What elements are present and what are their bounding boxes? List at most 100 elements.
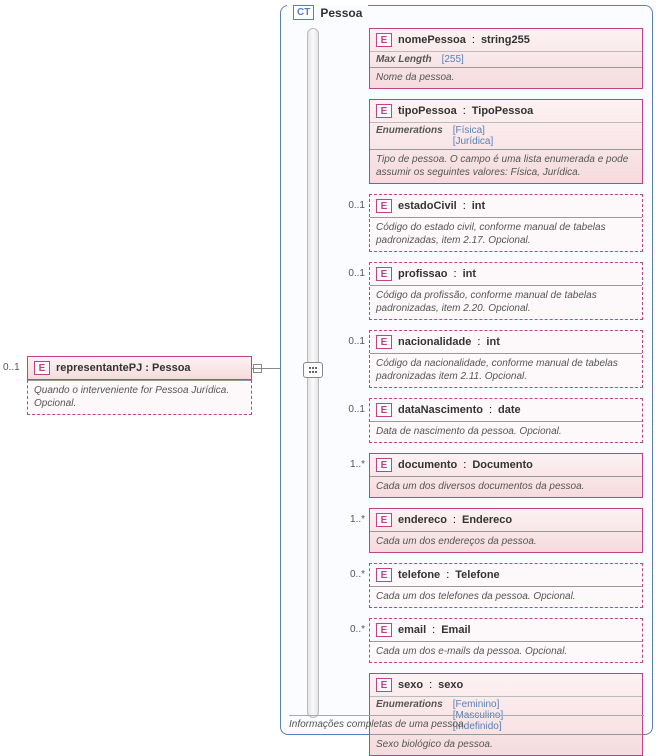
root-element-card: E representantePJ : Pessoa Quando o inte… [27,356,252,415]
type-separator: : [477,336,480,348]
complex-type-header: CT Pessoa [287,5,368,20]
element-header: EtipoPessoa : TipoPessoa [370,100,642,122]
element-badge-icon: E [376,568,392,582]
element-name: tipoPessoa [398,105,457,117]
element-cardinality: 1..* [343,508,365,525]
element-description: Data de nascimento da pessoa. Opcional. [370,421,642,442]
type-separator: : [472,34,475,46]
connector-line [252,368,280,369]
element-card: EtipoPessoa : TipoPessoaEnumerations[Fís… [369,99,643,184]
element-card: Enacionalidade : intCódigo da nacionalid… [369,330,643,388]
meta-label: Max Length [376,54,432,65]
element-badge-icon: E [376,458,392,472]
type-separator: : [446,569,449,581]
element-badge-icon: E [376,199,392,213]
element-name: dataNascimento [398,404,483,416]
element-cardinality [343,673,365,679]
element-meta: Max Length [255] [370,51,642,67]
element-row: 0..1 EdataNascimento : dateData de nascim… [343,398,643,443]
element-name: telefone [398,569,440,581]
element-badge-icon: E [376,104,392,118]
element-description: Cada um dos e-mails da pessoa. Opcional. [370,641,642,662]
element-description: Tipo de pessoa. O campo é uma lista enum… [370,149,642,183]
element-description: Código da nacionalidade, conforme manual… [370,353,642,387]
element-cardinality: 0..1 [343,194,365,211]
element-header: Eendereco : Endereco [370,509,642,531]
element-type: sexo [438,679,463,691]
element-header: EdataNascimento : date [370,399,642,421]
complex-type-name: Pessoa [320,6,362,20]
element-cardinality: 1..* [343,453,365,470]
element-type: int [472,200,485,212]
root-description: Quando o interveniente for Pessoa Jurídi… [28,380,251,414]
element-row: EnomePessoa : string255 Max Length [255] No… [343,28,643,89]
element-description: Nome da pessoa. [370,67,642,88]
ct-badge-icon: CT [293,5,314,20]
element-card: EestadoCivil : intCódigo do estado civil… [369,194,643,252]
element-header: EestadoCivil : int [370,195,642,217]
element-badge-icon: E [376,513,392,527]
type-separator: : [453,514,456,526]
element-badge-icon: E [376,267,392,281]
element-cardinality: 0..* [343,563,365,580]
element-header: Eprofissao : int [370,263,642,285]
element-name: profissao [398,268,448,280]
element-description: Código da profissão, conforme manual de … [370,285,642,319]
element-badge-icon: E [376,33,392,47]
root-desc-wrap: Quando o interveniente for Pessoa Jurídi… [27,380,252,415]
sequence-icon [303,362,323,378]
element-header: Etelefone : Telefone [370,564,642,586]
elements-list: EnomePessoa : string255 Max Length [255] No… [343,28,643,756]
element-card: Edocumento : DocumentoCada um dos divers… [369,453,643,498]
element-name: email [398,624,426,636]
enum-value: [Jurídica] [453,136,494,147]
element-name: estadoCivil [398,200,457,212]
element-type: string255 [481,34,530,46]
enum-value: [Feminino] [453,699,504,710]
root-element-header: E representantePJ : Pessoa [27,356,252,380]
element-type: TipoPessoa [472,105,534,117]
element-type: date [498,404,521,416]
type-separator: : [463,459,466,471]
element-name: nomePessoa [398,34,466,46]
element-badge-icon: E [376,335,392,349]
type-separator: : [432,624,435,636]
type-separator: : [463,105,466,117]
element-header: EnomePessoa : string255 [370,29,642,51]
root-type-text: Pessoa [152,362,191,374]
element-card: Eemail : EmailCada um dos e-mails da pes… [369,618,643,663]
type-separator: : [145,362,152,374]
element-row: 0..*Eemail : EmailCada um dos e-mails da… [343,618,643,663]
element-header: Eemail : Email [370,619,642,641]
complex-type-footer: Informações completas de uma pessoa. [289,715,644,730]
element-cardinality: 0..1 [343,398,365,415]
element-row: 0..1EestadoCivil : intCódigo do estado c… [343,194,643,252]
complex-type-container: CT Pessoa EnomePessoa : string255Max Len… [280,5,653,735]
element-name: documento [398,459,457,471]
type-separator: : [454,268,457,280]
enum-values: [Física][Jurídica] [453,125,494,147]
element-card: EnomePessoa : string255 Max Length [255] No… [369,28,643,89]
element-description: Cada um dos endereços da pessoa. [370,531,642,552]
element-type: Documento [472,459,533,471]
element-card: Eendereco : EnderecoCada um dos endereço… [369,508,643,553]
element-row: EtipoPessoa : TipoPessoaEnumerations[Fís… [343,99,643,184]
element-name: nacionalidade [398,336,471,348]
element-name: endereco [398,514,447,526]
element-type: int [463,268,476,280]
element-meta: Enumerations[Física][Jurídica] [370,122,642,149]
root-element-name: representantePJ : Pessoa [56,362,191,374]
element-badge-icon: E [376,623,392,637]
element-type: Endereco [462,514,512,526]
element-row: 0..*Etelefone : TelefoneCada um dos tele… [343,563,643,608]
element-header: Esexo : sexo [370,674,642,696]
type-separator: : [463,200,466,212]
element-row: 0..1Eprofissao : intCódigo da profissão,… [343,262,643,320]
element-row: 1..*Edocumento : DocumentoCada um dos di… [343,453,643,498]
element-type: Telefone [455,569,499,581]
element-badge-icon: E [376,403,392,417]
element-header: Enacionalidade : int [370,331,642,353]
element-card: Eprofissao : intCódigo da profissão, con… [369,262,643,320]
meta-value: [255] [442,54,464,65]
element-cardinality [343,99,365,105]
